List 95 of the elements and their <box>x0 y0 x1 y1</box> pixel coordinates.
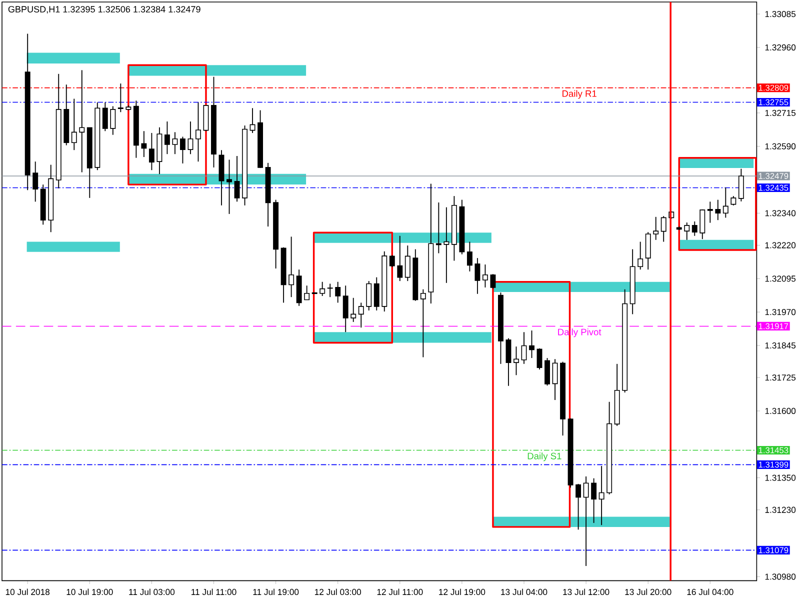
candlestick <box>521 332 527 364</box>
candlestick <box>660 216 666 242</box>
candlestick <box>404 245 410 282</box>
candlestick <box>583 476 589 566</box>
candlestick <box>598 466 604 526</box>
candlestick <box>350 297 356 322</box>
candlestick <box>118 83 124 113</box>
x-tick-label: 10 Jul 19:00 <box>66 588 113 596</box>
candlestick <box>506 338 512 386</box>
candlestick <box>366 280 372 311</box>
x-tick-label: 16 Jul 04:00 <box>687 588 734 596</box>
y-tick-label: 1.32220 <box>765 242 796 248</box>
candlestick <box>374 276 380 311</box>
candlestick <box>226 159 232 214</box>
candlestick <box>164 121 170 155</box>
x-tick-label: 13 Jul 20:00 <box>625 588 672 596</box>
x-tick-label: 11 Jul 19:00 <box>253 588 299 596</box>
x-tick-label: 11 Jul 11:00 <box>192 588 236 596</box>
candlestick <box>304 285 310 300</box>
candlestick <box>529 330 534 358</box>
text: 1.31453 <box>758 447 788 454</box>
x-tick-label: 12 Jul 03:00 <box>314 588 362 596</box>
text: 1.32479 <box>758 173 788 179</box>
y-tick-label: 1.32590 <box>765 143 796 150</box>
text: 1.32755 <box>758 99 788 106</box>
y-tick-label: 1.31600 <box>765 408 796 414</box>
candlestick <box>420 288 426 358</box>
candlestick <box>514 346 519 376</box>
y-tick-label: 1.31350 <box>765 474 796 481</box>
candlestick <box>320 281 326 296</box>
text: 1.32809 <box>758 84 788 91</box>
candlestick <box>684 222 690 240</box>
candlestick <box>544 358 550 386</box>
text: 1.31399 <box>758 462 788 468</box>
candlestick <box>653 216 659 240</box>
candlestick <box>234 155 240 202</box>
candlestick <box>102 102 108 132</box>
y-tick-label: 1.32340 <box>765 210 796 216</box>
candlestick <box>552 358 558 400</box>
candlestick <box>196 102 201 162</box>
ref-line-label: Daily R1 <box>562 90 596 99</box>
x-tick-label: 12 Jul 19:00 <box>439 588 486 596</box>
candlestick <box>172 132 178 155</box>
candlestick <box>466 241 472 272</box>
ref-line-label: Daily S1 <box>528 452 562 462</box>
candlestick <box>576 483 582 530</box>
x-tick-label: 11 Jul 03:00 <box>129 588 175 596</box>
text: 1.31917 <box>758 323 788 330</box>
candlestick <box>738 168 744 202</box>
candlestick <box>397 235 403 282</box>
candlestick <box>32 161 38 202</box>
candlestick <box>536 348 542 370</box>
candlestick <box>358 302 364 328</box>
candlestick <box>288 236 294 298</box>
candlestick <box>444 206 450 284</box>
text: 1.32435 <box>758 184 788 191</box>
x-tick-label: 12 Jul 11:00 <box>377 588 423 596</box>
candlestick <box>722 187 728 218</box>
candlestick <box>79 70 85 173</box>
candlestick <box>490 274 496 289</box>
candlestick <box>327 283 333 298</box>
candlestick <box>591 478 597 524</box>
y-tick-label: 1.30980 <box>765 574 796 580</box>
y-tick-label: 1.32095 <box>765 276 796 282</box>
text: 1.31079 <box>758 547 788 554</box>
chart-title: GBPUSD,H1 1.32395 1.32506 1.32384 1.32479 <box>8 6 200 14</box>
candlestick <box>707 201 713 224</box>
y-tick-label: 1.33085 <box>765 10 796 18</box>
candlestick <box>141 130 147 158</box>
candlestick <box>482 264 488 288</box>
candlestick <box>389 254 395 268</box>
candlestick <box>342 285 348 333</box>
candlestick <box>180 136 186 164</box>
candlestick <box>148 132 154 171</box>
y-tick-label: 1.31845 <box>765 342 796 349</box>
candlestick <box>730 196 736 206</box>
candlestick <box>250 108 256 134</box>
y-tick-label: 1.31230 <box>765 506 796 513</box>
candlestick <box>335 281 341 304</box>
candlestick <box>638 241 644 270</box>
x-tick-label: 13 Jul 04:00 <box>501 588 548 596</box>
candlestick <box>110 106 116 136</box>
x-tick-label: 10 Jul 2018 <box>6 588 50 596</box>
x-tick-label: 13 Jul 12:00 <box>563 588 610 596</box>
y-tick-label: 1.31970 <box>765 309 796 316</box>
candlestick <box>715 199 721 221</box>
candlestick <box>71 98 77 151</box>
candlestick <box>700 208 706 240</box>
candlestick <box>692 220 698 236</box>
candlestick <box>188 121 194 155</box>
y-tick-label: 1.31725 <box>765 374 796 381</box>
candlestick <box>436 202 442 254</box>
y-tick-label: 1.32960 <box>765 44 796 50</box>
candlestick <box>474 258 480 294</box>
y-tick-label: 1.32715 <box>765 110 796 116</box>
